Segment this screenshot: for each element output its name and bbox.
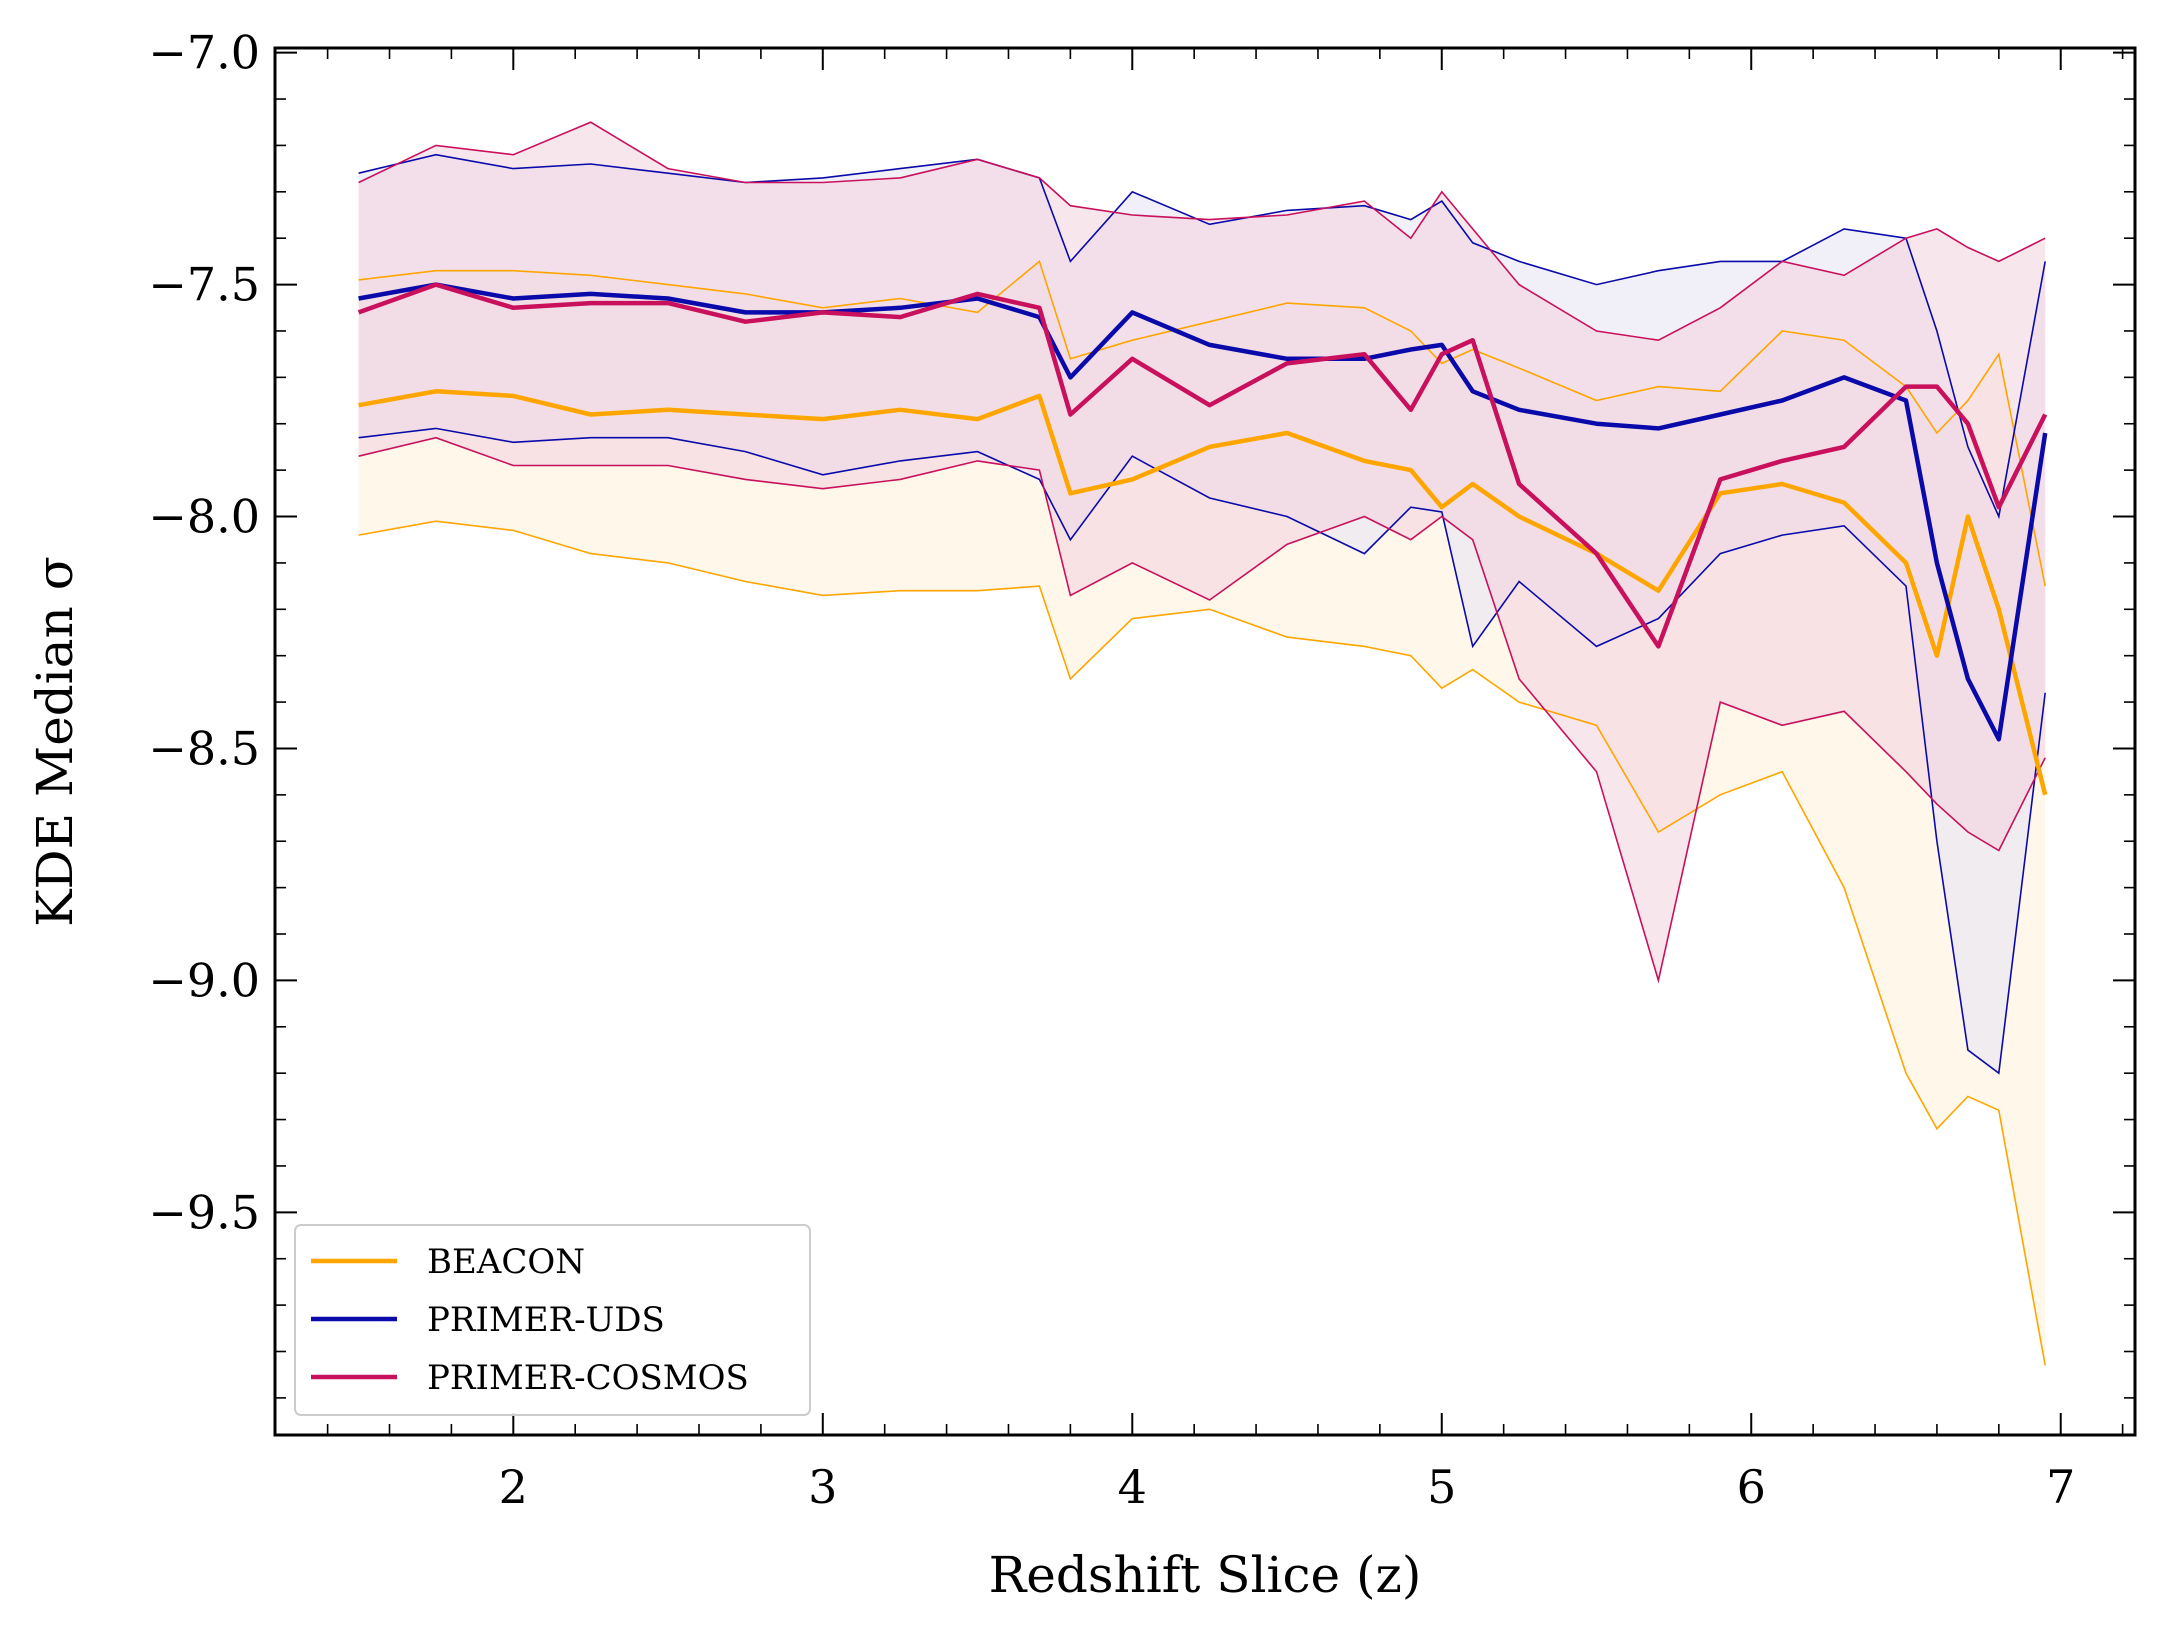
axes bbox=[273, 46, 2137, 1437]
x-tick-label: 2 bbox=[499, 1460, 528, 1514]
y-tick-label: −8.5 bbox=[148, 721, 260, 775]
beacon-median-line bbox=[358, 389, 2048, 796]
legend: BEACON PRIMER-UDS PRIMER-COSMOS bbox=[294, 1224, 811, 1416]
y-tick-label: −8.0 bbox=[148, 490, 260, 544]
x-tick-label: 7 bbox=[2046, 1460, 2075, 1514]
y-tick-label: −9.0 bbox=[148, 953, 260, 1007]
plot-frame bbox=[273, 46, 2137, 1437]
band-edge-lines bbox=[358, 121, 2046, 1366]
y-axis-label: KDE Median σ bbox=[26, 556, 84, 927]
primer-uds-lower-line bbox=[358, 427, 2046, 1075]
ticks bbox=[275, 48, 2135, 1435]
x-axis-label: Redshift Slice (z) bbox=[989, 1546, 1422, 1604]
x-tick-label: 5 bbox=[1427, 1460, 1456, 1514]
y-tick-label: −7.5 bbox=[148, 258, 260, 312]
primer-cosmos-legend-label: PRIMER-COSMOS bbox=[427, 1358, 749, 1398]
legend-box bbox=[294, 1224, 811, 1416]
x-tick-label: 3 bbox=[808, 1460, 837, 1514]
primer-cosmos-median-line bbox=[357, 282, 2048, 649]
x-tick-label: 4 bbox=[1118, 1460, 1147, 1514]
x-tick-label: 6 bbox=[1737, 1460, 1766, 1514]
beacon-lower-line bbox=[358, 520, 2046, 1366]
y-tick-label: −9.5 bbox=[148, 1185, 260, 1239]
y-tick-label: −7.0 bbox=[148, 26, 260, 80]
beacon-upper-line bbox=[358, 260, 2046, 587]
tick-labels: 2 3 4 5 6 7 −7.0 −7.5 −8.0 −8.5 −9.0 −9.5 bbox=[148, 26, 2075, 1514]
primer-uds-upper-line bbox=[358, 153, 2046, 520]
primer-uds-legend-label: PRIMER-UDS bbox=[427, 1300, 665, 1340]
confidence-bands bbox=[358, 122, 2046, 1366]
primer-uds-median-line bbox=[358, 282, 2048, 742]
primer-cosmos-lower-line bbox=[358, 436, 2046, 984]
primer-cosmos-band bbox=[358, 122, 2046, 981]
primer-cosmos-upper-line bbox=[358, 121, 2046, 342]
beacon-legend-label: BEACON bbox=[427, 1242, 585, 1282]
median-lines bbox=[357, 282, 2048, 796]
